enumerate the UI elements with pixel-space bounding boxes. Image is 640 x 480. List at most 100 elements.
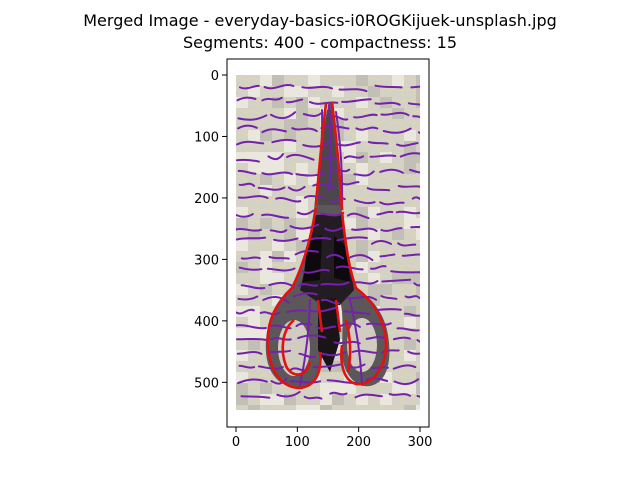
merged-boundary-segment <box>404 295 420 299</box>
x-tick-label: 100 <box>285 435 310 450</box>
background-patch <box>308 75 320 86</box>
merged-boundary-segment <box>296 209 315 216</box>
merged-boundary-segment <box>343 155 365 159</box>
merged-boundary-segment <box>351 349 378 354</box>
merged-boundary-segment <box>395 210 420 215</box>
background-patch <box>332 130 344 141</box>
background-patch <box>356 207 368 218</box>
merged-boundary-segment <box>285 98 304 104</box>
background-patch <box>260 130 272 141</box>
background-patch <box>356 218 368 229</box>
background-patch <box>260 75 272 86</box>
background-patch <box>236 218 248 229</box>
background-patch <box>416 383 420 394</box>
merged-boundary-segment <box>409 168 420 174</box>
background-patch <box>248 163 260 174</box>
background-patch <box>236 328 248 339</box>
background-patch <box>260 185 272 196</box>
background-patch <box>344 174 356 185</box>
merged-boundary-segment <box>276 390 301 398</box>
merged-boundary-segment <box>312 182 336 189</box>
background-patch <box>248 405 260 410</box>
merged-boundary-segment <box>351 227 378 232</box>
merged-boundary-segment <box>261 128 287 134</box>
merged-boundary-segment <box>338 88 368 93</box>
background-patch <box>404 218 416 229</box>
background-patch <box>236 152 248 163</box>
background-patch <box>416 86 420 97</box>
background-patch <box>260 328 272 339</box>
merged-boundary-segment <box>379 168 404 174</box>
merged-boundary-segment <box>297 334 327 340</box>
merged-boundary-segment <box>380 295 398 300</box>
merged-boundary-segment <box>412 115 420 118</box>
background-patch <box>416 284 420 295</box>
background-patch <box>236 207 248 218</box>
y-tick-label: 300 <box>194 253 219 268</box>
background-patch <box>308 405 320 410</box>
background-patch <box>356 262 368 273</box>
background-patch <box>368 251 380 262</box>
background-patch <box>284 174 296 185</box>
merged-boundary-segment <box>390 270 420 274</box>
merged-boundary-segment <box>309 306 337 313</box>
background-patch <box>404 130 416 141</box>
background-patch <box>272 295 284 306</box>
merged-boundary-segment <box>269 229 288 234</box>
merged-boundary-segment <box>343 310 371 315</box>
merged-boundary-segment <box>380 111 410 117</box>
merged-boundary-segment <box>328 104 332 191</box>
background-patch <box>404 383 416 394</box>
merged-boundary-segment <box>236 140 265 146</box>
background-patch <box>320 394 332 405</box>
merged-boundary-segment <box>303 395 323 400</box>
merged-boundary-segment <box>236 213 254 218</box>
background-patch <box>416 152 420 163</box>
merged-boundary-segment <box>336 236 368 242</box>
merged-boundary-segment <box>329 197 346 203</box>
background-patch <box>236 240 248 251</box>
merged-boundary-segment <box>401 253 420 257</box>
merged-boundary-segment <box>302 111 324 117</box>
background-patch <box>296 207 308 218</box>
merged-boundary-segment <box>237 124 258 130</box>
merged-boundary-segment <box>349 299 363 386</box>
merged-boundary-segment <box>236 236 267 241</box>
merged-boundary-segment <box>238 266 263 271</box>
merged-boundary-segment <box>374 101 401 106</box>
background-patch <box>416 405 420 410</box>
merged-boundary-segment <box>275 197 302 203</box>
merged-boundary-segment <box>341 98 372 103</box>
merged-boundary-segment <box>381 349 400 354</box>
merged-boundary-segment <box>271 138 297 144</box>
x-tick-label: 300 <box>408 435 433 450</box>
merged-boundary-segment <box>239 84 260 90</box>
merged-boundary-segment <box>297 283 319 287</box>
background-patch <box>416 75 420 86</box>
merged-boundary-segment <box>308 101 339 105</box>
background-patch <box>248 328 260 339</box>
merged-boundary-segment <box>236 337 268 341</box>
merged-boundary-segment <box>262 296 290 304</box>
background-patch <box>284 229 296 240</box>
merged-boundary-segment <box>388 393 412 397</box>
merged-boundary-segment <box>333 340 361 345</box>
background-patch <box>236 350 248 361</box>
merged-boundary-segment <box>392 364 417 370</box>
merged-boundary-segment <box>374 84 403 89</box>
merged-boundary-segment <box>380 227 403 232</box>
merged-boundary-segment <box>354 393 383 399</box>
background-patch <box>404 317 416 328</box>
merged-boundary-segment <box>292 292 318 298</box>
merged-boundary-segment <box>261 171 293 176</box>
background-patch <box>380 372 392 383</box>
merged-boundary-segment <box>269 111 297 120</box>
background-patch <box>404 350 416 361</box>
background-patch <box>272 97 284 108</box>
y-axis-ticks: 0 100 200 300 400 500 <box>194 69 227 391</box>
background-patch <box>296 86 308 97</box>
background-patch <box>368 229 380 240</box>
merged-boundary-segment <box>366 187 391 192</box>
merged-boundary-segment <box>236 227 262 232</box>
background-patch <box>332 86 344 97</box>
